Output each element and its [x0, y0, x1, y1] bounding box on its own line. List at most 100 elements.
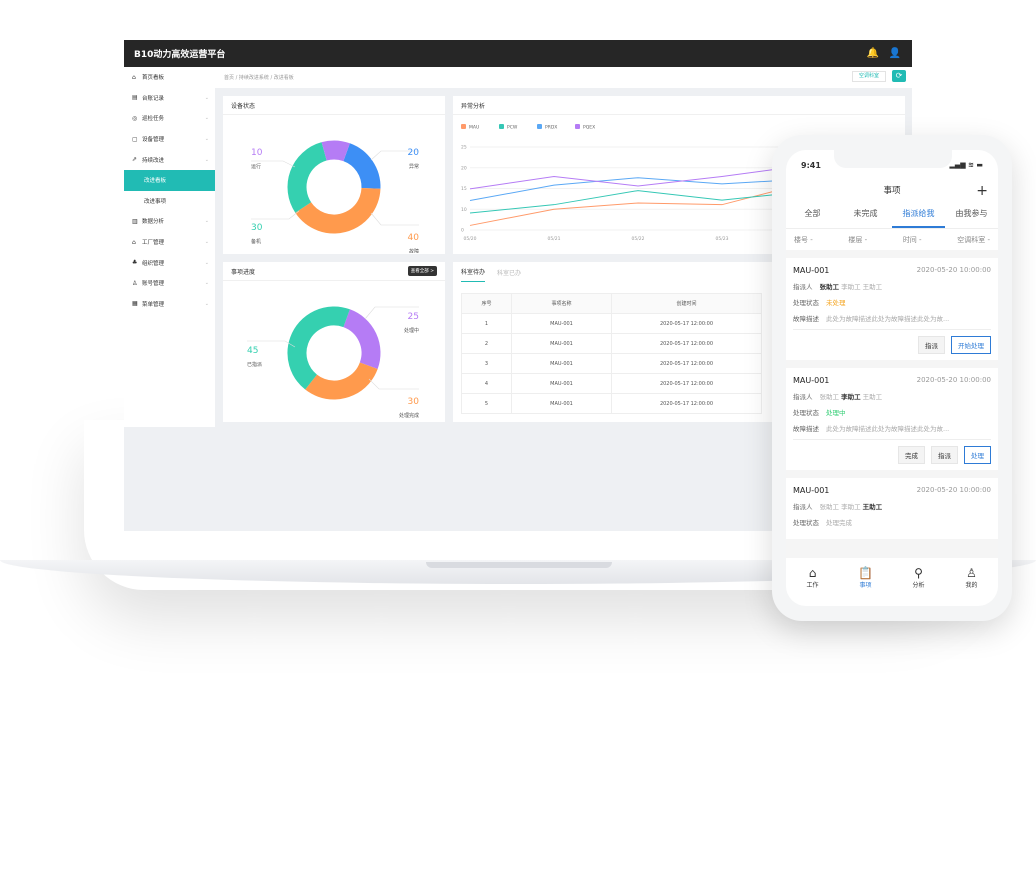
action-button[interactable]: 处理 — [964, 446, 991, 464]
ledger-icon: ▤ — [132, 94, 138, 102]
field-label: 处理状态 — [793, 299, 819, 307]
donut-slice[interactable] — [287, 140, 382, 235]
sidebar-item[interactable]: ▤ 台账记录 ⌄ — [124, 88, 215, 109]
sidebar-item[interactable]: ♣ 组织管理 ⌄ — [124, 252, 215, 273]
app-title: B10动力高效运营平台 — [134, 50, 226, 60]
y-tick-label: 0 — [461, 228, 464, 234]
factory-icon: ⌂ — [132, 238, 136, 246]
chevron-down-icon: ⌄ — [204, 259, 209, 266]
breadcrumb: 首页 / 持续改进系统 / 改进看板 — [224, 75, 294, 81]
filter-dropdown[interactable]: 时间 - — [902, 235, 922, 244]
device-icon: ▢ — [132, 135, 138, 143]
sidebar-item-label: 台账记录 — [142, 95, 165, 102]
sidebar-item[interactable]: ▦ 菜单管理 ⌄ — [124, 294, 215, 315]
worker-name: 王助工 — [862, 283, 883, 291]
sidebar-item[interactable]: ◎ 巡检任务 ⌄ — [124, 108, 215, 129]
legend-label: PCW — [507, 125, 518, 131]
task-card[interactable]: MAU-001 2020-05-20 10:00:00 指派人 张助工 李助工 王助… — [786, 258, 998, 360]
table-row[interactable]: 3 MAU-001 2020-05-17 12:00:00 — [461, 353, 762, 374]
action-button[interactable]: 完成 — [898, 446, 925, 464]
sidebar-item[interactable]: ⌂ 首页看板 — [124, 67, 215, 88]
leader-line — [247, 340, 296, 348]
chevron-down-icon: ⌄ — [204, 156, 209, 163]
action-button[interactable]: 指派 — [918, 336, 945, 354]
dept-button[interactable]: 空调科室 — [851, 71, 886, 82]
worker-name: 张助工 — [819, 283, 840, 291]
view-all-button[interactable]: 查看全部 > — [407, 266, 437, 276]
x-tick-label: 05/22 — [632, 236, 645, 242]
legend-label: PQEX — [583, 125, 595, 131]
phone-tab[interactable]: 全部 — [804, 209, 821, 218]
sidebar-item-label: 账号管理 — [142, 281, 165, 288]
task-id: MAU-001 — [793, 486, 830, 495]
phone: 9:41 ▂▄▆ ≋ ▬ 事项 + 全部 未完成 指派给我 由我参与 楼号 - 楼层 - 时间… — [772, 135, 1012, 621]
task-card[interactable]: MAU-001 2020-05-20 10:00:00 指派人 张助工 李助工 王助… — [786, 368, 998, 470]
status-value: 未处理 — [826, 299, 846, 307]
card-list: MAU-001 2020-05-20 10:00:00 指派人 张助工 李助工 王助… — [786, 258, 998, 539]
inspect-icon: ◎ — [132, 114, 138, 122]
slice-label: 异常 — [409, 163, 419, 170]
y-tick-label: 20 — [461, 165, 467, 171]
sidebar-item[interactable]: ⌂ 工厂管理 ⌄ — [124, 232, 215, 253]
worker-name: 李助工 — [841, 393, 861, 401]
worker-name: 张助工 — [819, 503, 840, 511]
leader-line — [251, 210, 300, 220]
tab-pending[interactable]: 科室待办 — [461, 262, 486, 282]
table-row[interactable]: 5 MAU-001 2020-05-17 12:00:00 — [461, 393, 762, 414]
field-label: 处理状态 — [793, 519, 819, 527]
action-button[interactable]: 开始处理 — [951, 336, 991, 354]
donut-slice[interactable] — [287, 140, 382, 235]
sidebar-item-label: 菜单管理 — [142, 301, 165, 308]
sidebar-item[interactable]: 改进看板 — [124, 169, 215, 191]
table-row[interactable]: 4 MAU-001 2020-05-17 12:00:00 — [461, 373, 762, 394]
task-card[interactable]: MAU-001 2020-05-20 10:00:00 指派人 张助工 李助工 王助… — [786, 478, 998, 539]
nav-item[interactable]: ♙ 我的 — [945, 558, 998, 606]
slice-label: 运行 — [251, 163, 261, 170]
signal-icon: ▂▄▆ ≋ ▬ — [949, 161, 983, 169]
table-cell: 2 — [461, 333, 512, 354]
action-button[interactable]: 指派 — [931, 446, 958, 464]
user-icon[interactable]: 👤 — [888, 48, 902, 59]
sidebar-item[interactable]: ♙ 账号管理 ⌄ — [124, 273, 215, 294]
field-label: 故障描述 — [793, 425, 819, 433]
filter-dropdown[interactable]: 楼层 - — [848, 235, 868, 244]
breadcrumb-bar: 首页 / 持续改进系统 / 改进看板 空调科室 ⟳ — [215, 67, 912, 88]
donut-slice[interactable] — [287, 306, 382, 401]
slice-label: 处理完成 — [399, 412, 419, 419]
table-cell: 2020-05-17 12:00:00 — [611, 373, 762, 394]
phone-tab[interactable]: 由我参与 — [955, 209, 988, 218]
sidebar-item[interactable]: 改进事项 — [124, 191, 215, 212]
task-time: 2020-05-20 10:00:00 — [916, 266, 991, 274]
sidebar-item[interactable]: ▥ 数据分析 ⌄ — [124, 211, 215, 232]
y-tick-label: 10 — [461, 207, 467, 213]
add-icon[interactable]: + — [976, 183, 988, 199]
sidebar-item-label: 数据分析 — [142, 219, 165, 226]
clipboard-icon: 📋 — [858, 566, 873, 580]
nav-item[interactable]: ⌂ 工作 — [786, 558, 839, 606]
phone-tab[interactable]: 指派给我 — [892, 202, 945, 228]
x-tick-label: 05/21 — [548, 236, 561, 242]
phone-tab[interactable]: 未完成 — [853, 209, 878, 218]
sidebar-item-label: 设备管理 — [142, 137, 165, 144]
table-cell: 2020-05-17 12:00:00 — [611, 313, 762, 334]
sidebar-item[interactable]: ▢ 设备管理 ⌄ — [124, 129, 215, 150]
task-id: MAU-001 — [793, 266, 830, 275]
filter-dropdown[interactable]: 空调科室 - — [957, 235, 990, 244]
nav-item[interactable]: ⚲ 分析 — [892, 558, 945, 606]
refresh-icon[interactable]: ⟳ — [892, 70, 906, 82]
home-icon: ⌂ — [808, 566, 817, 580]
donut-slice[interactable] — [287, 140, 382, 235]
sidebar-item-label: 持续改进 — [142, 157, 165, 164]
nav-item[interactable]: 📋 事项 — [839, 558, 892, 606]
task-time: 2020-05-20 10:00:00 — [916, 486, 991, 494]
phone-screen: 9:41 ▂▄▆ ≋ ▬ 事项 + 全部 未完成 指派给我 由我参与 楼号 - 楼层 - 时间… — [786, 150, 998, 606]
sidebar-item[interactable]: ⇗ 持续改进 ⌄ — [124, 149, 215, 170]
filter-dropdown[interactable]: 楼号 - — [794, 235, 813, 244]
table-row[interactable]: 1 MAU-001 2020-05-17 12:00:00 — [461, 313, 762, 334]
series-line-pqex — [469, 164, 807, 190]
tab-done[interactable]: 科室已办 — [497, 269, 522, 277]
donut-slice[interactable] — [287, 306, 382, 401]
series-line-mau — [469, 182, 807, 226]
bell-icon[interactable]: 🔔 — [866, 48, 880, 59]
table-row[interactable]: 2 MAU-001 2020-05-17 12:00:00 — [461, 333, 762, 354]
